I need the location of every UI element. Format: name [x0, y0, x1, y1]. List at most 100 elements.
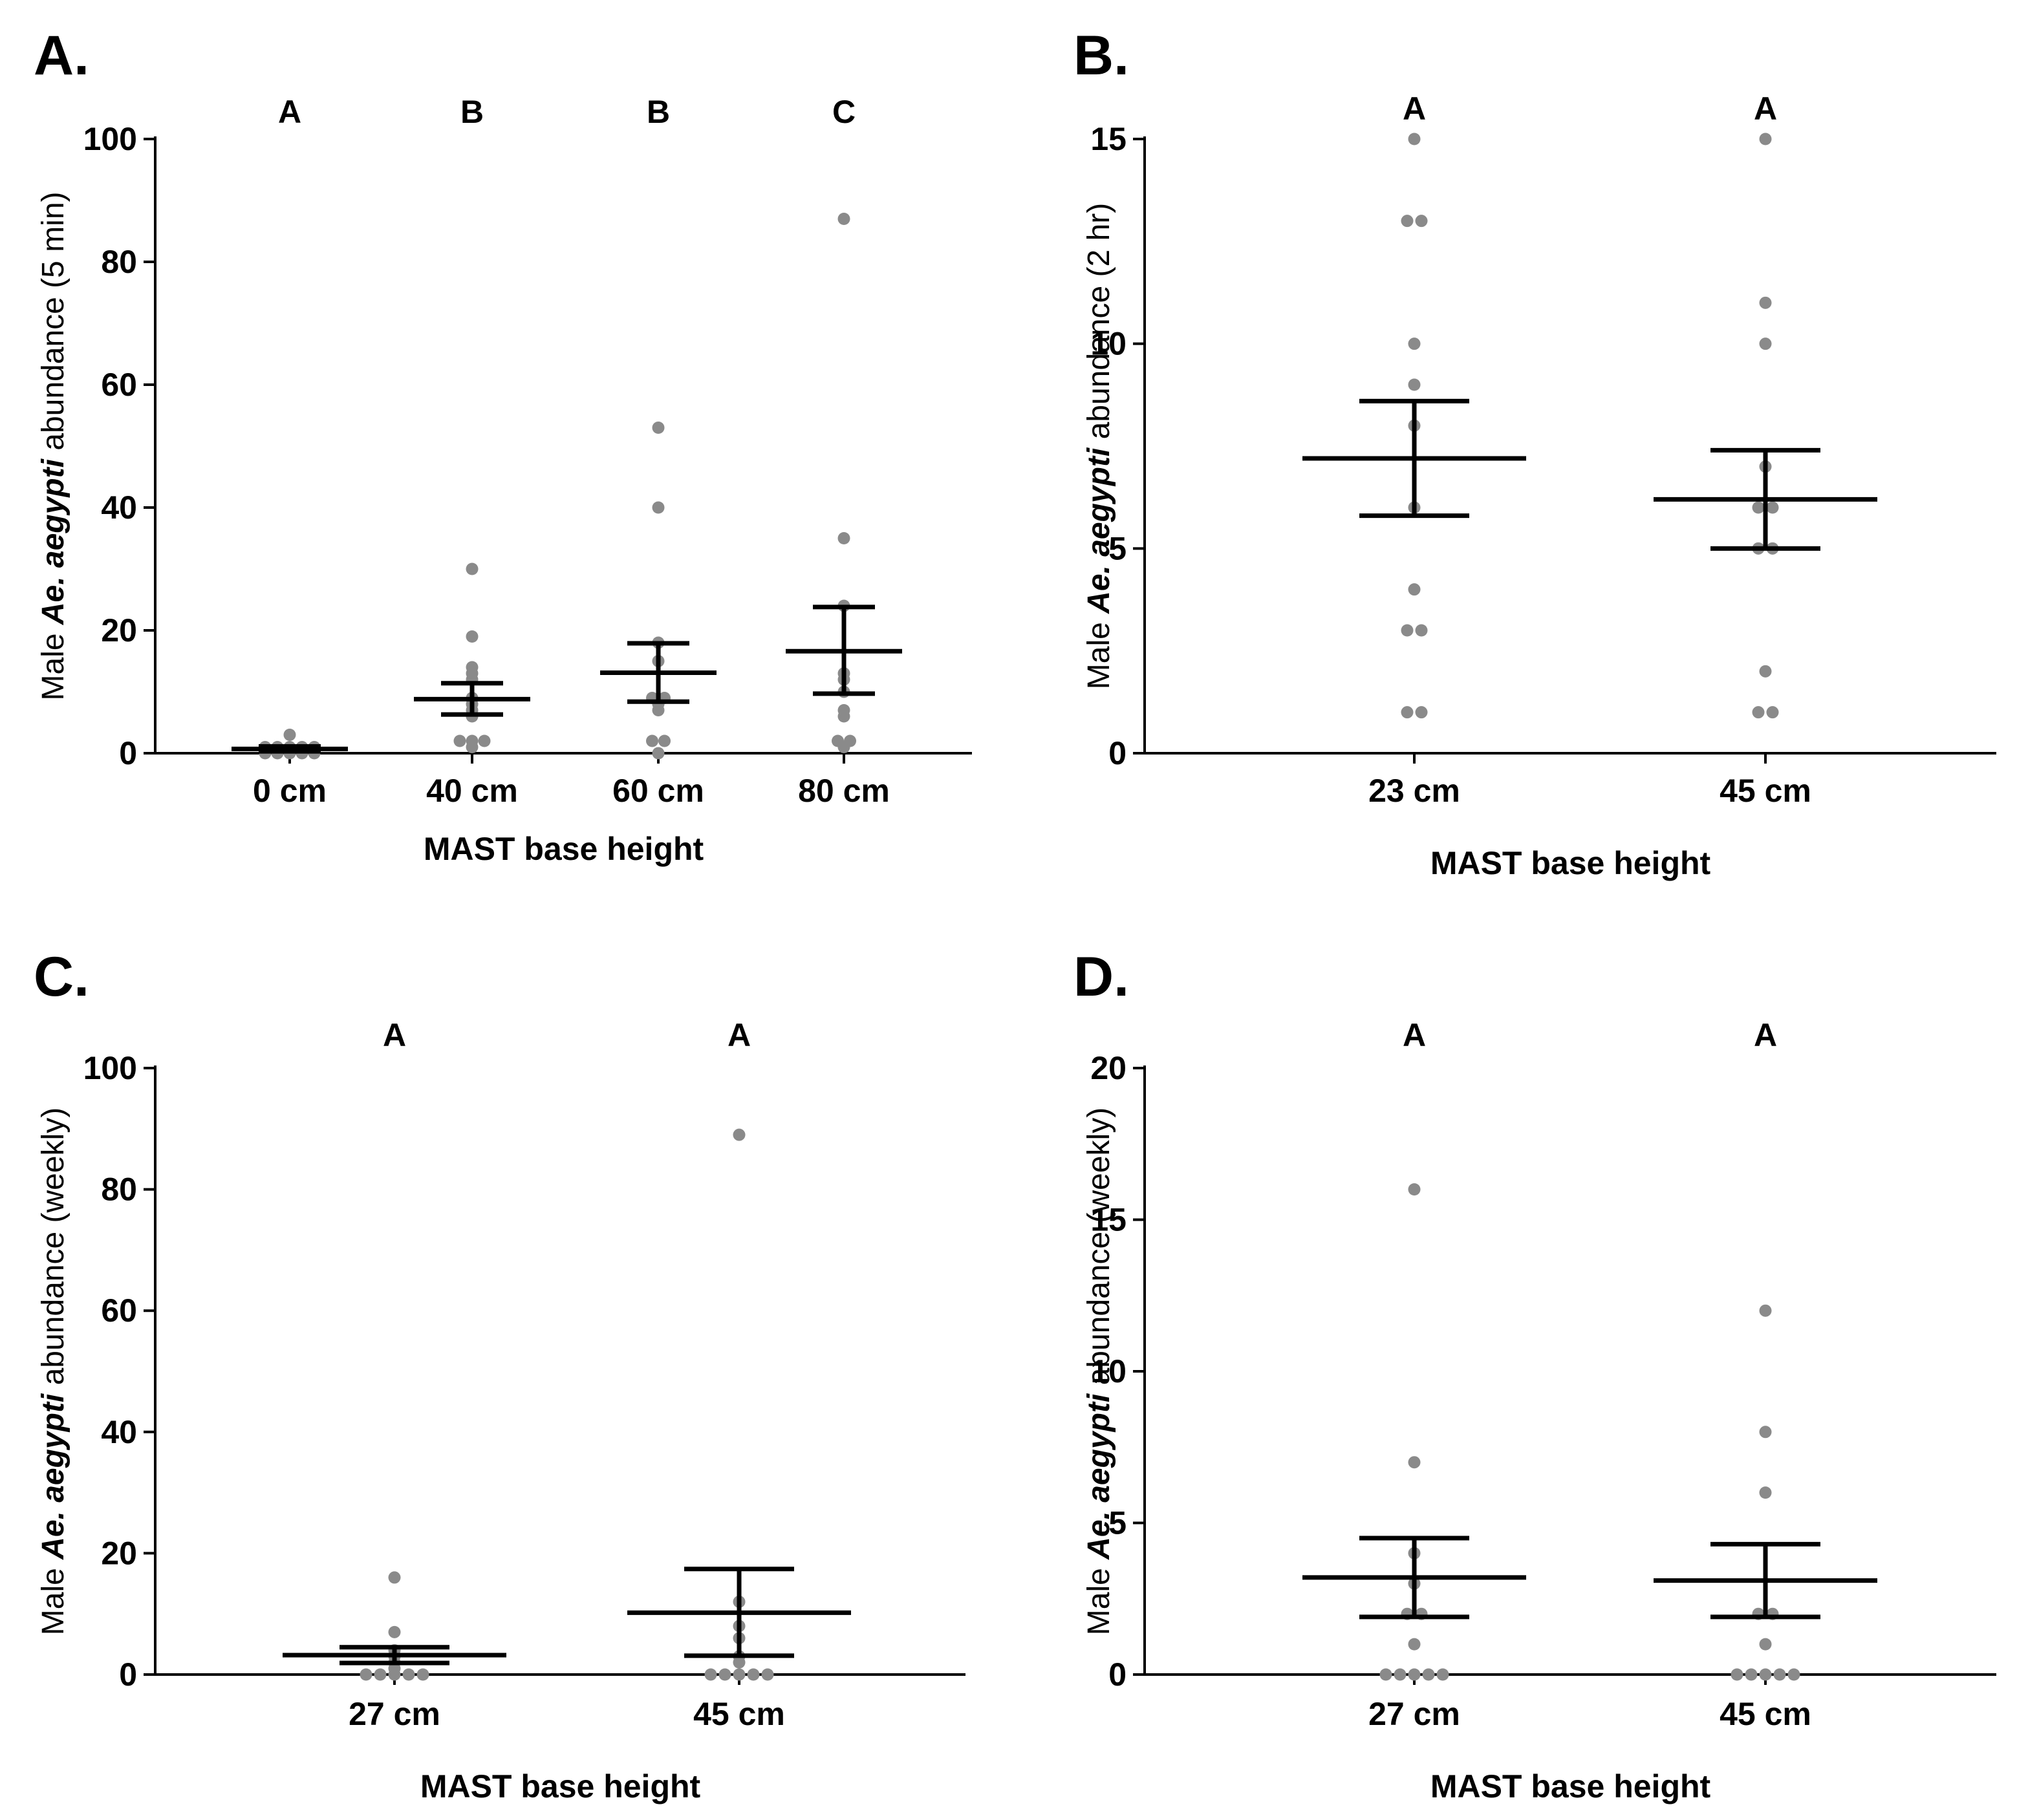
data-point	[1401, 624, 1414, 637]
y-tick-label: 0	[1108, 1656, 1127, 1693]
data-point	[1401, 706, 1414, 719]
data-point	[1759, 1486, 1772, 1499]
data-point	[1408, 1668, 1421, 1681]
data-point	[832, 734, 844, 747]
data-point	[1759, 665, 1772, 678]
significance-letter: A	[1403, 1017, 1426, 1053]
y-tick-label: 20	[101, 612, 137, 648]
x-tick-label: 80 cm	[798, 773, 890, 809]
data-point	[466, 562, 479, 575]
y-axis-label-suffix: abundance (weekly)	[1082, 1108, 1116, 1394]
y-tick-label: 5	[1108, 530, 1127, 566]
data-point	[1766, 706, 1779, 719]
y-axis-label-species: Ae. aegypti	[1082, 447, 1116, 614]
y-tick-label: 10	[1090, 1353, 1127, 1389]
y-axis-label-suffix: abundance (2 hr)	[1082, 203, 1116, 448]
data-point	[837, 532, 850, 544]
y-axis-label-suffix: abundance (5 min)	[36, 191, 70, 459]
data-point	[761, 1668, 774, 1681]
data-point	[466, 630, 479, 643]
data-point	[1415, 624, 1428, 637]
data-point	[453, 734, 466, 747]
y-tick-label: 60	[101, 1292, 137, 1329]
y-axis-label-prefix: Male	[1082, 614, 1116, 689]
y-tick-label: 0	[119, 735, 137, 771]
y-tick-label: 40	[101, 489, 137, 526]
x-tick-label: 45 cm	[1720, 1696, 1811, 1732]
x-axis-title: MAST base height	[1430, 1768, 1711, 1804]
data-point	[416, 1668, 429, 1681]
significance-letter: B	[460, 94, 484, 130]
data-point	[478, 734, 491, 747]
y-tick-label: 100	[83, 1050, 137, 1086]
data-point	[844, 734, 856, 747]
significance-letter: B	[647, 94, 670, 130]
data-point	[1759, 133, 1772, 145]
data-point	[1408, 378, 1421, 391]
y-tick-label: 5	[1108, 1505, 1127, 1541]
x-tick-label: 27 cm	[349, 1696, 440, 1732]
data-point	[1379, 1668, 1392, 1681]
data-point	[1759, 1304, 1772, 1317]
panel-label: D.	[1073, 946, 1129, 1008]
data-point	[1759, 337, 1772, 350]
chart-panel-3: C. 0 20 40 60 80 100 Male Ae. aegypti abundance…	[34, 946, 965, 1804]
data-point	[1759, 1668, 1772, 1681]
data-point	[658, 734, 671, 747]
significance-letter: A	[1403, 91, 1426, 127]
significance-letter: A	[383, 1017, 406, 1053]
y-tick-label: 60	[101, 367, 137, 403]
significance-letter: A	[1754, 1017, 1777, 1053]
y-tick-label: 20	[1090, 1050, 1127, 1086]
data-point	[466, 734, 479, 747]
data-point	[652, 501, 665, 514]
data-point	[733, 1668, 746, 1681]
significance-letter: A	[1754, 91, 1777, 127]
y-axis-label-prefix: Male	[36, 625, 70, 700]
data-point	[1759, 1426, 1772, 1439]
data-point	[1787, 1668, 1800, 1681]
data-point	[652, 747, 665, 760]
data-point	[704, 1668, 717, 1681]
y-axis-label-suffix: abundance (weekly)	[36, 1108, 70, 1394]
data-point	[388, 1571, 401, 1584]
panel-label: C.	[34, 946, 89, 1008]
data-point	[747, 1668, 760, 1681]
y-tick-label: 15	[1090, 1202, 1127, 1238]
y-axis-label: Male Ae. aegypti abundance (5 min)	[36, 191, 70, 700]
data-point	[1408, 133, 1421, 145]
y-tick-label: 100	[83, 121, 137, 157]
x-axis-title: MAST base height	[420, 1768, 701, 1804]
y-axis-label: Male Ae. aegypti abundance (2 hr)	[1082, 203, 1116, 689]
significance-letter: A	[278, 94, 301, 130]
y-tick-label: 15	[1090, 121, 1127, 157]
data-point	[1752, 706, 1765, 719]
significance-letter: A	[728, 1017, 751, 1053]
x-tick-label: 40 cm	[426, 773, 518, 809]
x-tick-label: 23 cm	[1368, 773, 1460, 809]
data-point	[388, 1625, 401, 1638]
y-axis-label: Male Ae. aegypti abundance (weekly)	[1082, 1108, 1116, 1635]
y-axis-label-species: Ae. aegypti	[1082, 1393, 1116, 1560]
data-point	[652, 422, 665, 434]
data-point	[1408, 1456, 1421, 1469]
data-point	[1745, 1668, 1758, 1681]
data-point	[1394, 1668, 1407, 1681]
data-point	[646, 734, 658, 747]
x-tick-label: 45 cm	[693, 1696, 785, 1732]
data-point	[1401, 215, 1414, 228]
x-tick-label: 27 cm	[1368, 1696, 1460, 1732]
data-point	[837, 704, 850, 716]
data-point	[1408, 337, 1421, 350]
chart-panel-2: B. 0 5 10 15 Male Ae. aegypti abundance (2 hr…	[1073, 25, 1996, 881]
data-point	[466, 661, 479, 674]
data-point	[1766, 501, 1779, 514]
data-point	[360, 1668, 372, 1681]
y-axis-label-species: Ae. aegypti	[36, 1393, 70, 1560]
data-point	[1436, 1668, 1449, 1681]
y-tick-label: 0	[1108, 735, 1127, 771]
y-tick-label: 0	[119, 1656, 137, 1693]
data-point	[718, 1668, 731, 1681]
data-point	[1408, 583, 1421, 596]
